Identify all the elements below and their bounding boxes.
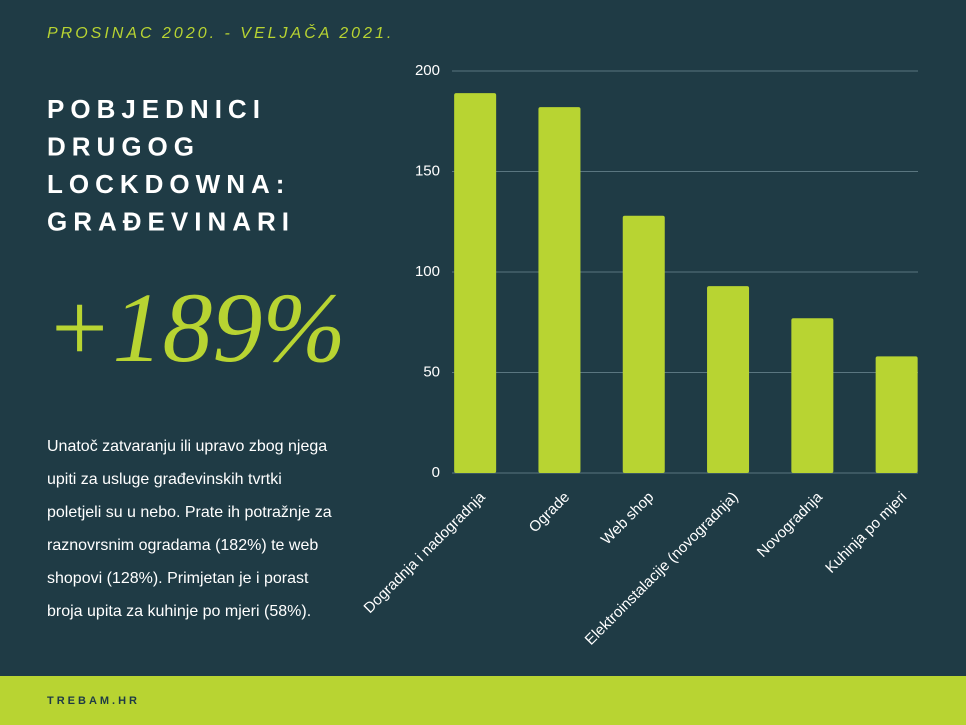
y-tick-label: 200 xyxy=(415,62,440,79)
date-range: PROSINAC 2020. - VELJAČA 2021. xyxy=(47,23,394,42)
body-line: broja upita za kuhinje po mjeri (58%). xyxy=(47,603,311,620)
y-tick-label: 100 xyxy=(415,263,440,280)
bar xyxy=(875,356,918,473)
footer-band xyxy=(0,676,966,725)
headline: POBJEDNICI DRUGOG LOCKDOWNA: GRAĐEVINARI xyxy=(47,94,295,237)
body-line: Unatoč zatvaranju ili upravo zbog njega xyxy=(47,438,327,455)
body-line: raznovrsnim ogradama (182%) te web xyxy=(47,537,318,554)
bar xyxy=(791,318,834,473)
headline-line: LOCKDOWNA: xyxy=(47,169,290,199)
footer-text: TREBAM.HR xyxy=(47,695,140,707)
bar xyxy=(538,107,581,474)
big-stat: +189% xyxy=(45,272,346,383)
headline-line: DRUGOG xyxy=(47,131,200,161)
body-line: shopovi (128%). Primjetan je i porast xyxy=(47,570,309,587)
headline-line: GRAĐEVINARI xyxy=(47,206,295,236)
bar xyxy=(707,286,750,473)
y-tick-label: 0 xyxy=(432,464,440,481)
bar xyxy=(622,215,665,473)
headline-line: POBJEDNICI xyxy=(47,94,266,124)
body-line: poletjeli su u nebo. Prate ih potražnje … xyxy=(47,504,332,521)
y-tick-label: 50 xyxy=(423,363,440,380)
body-line: upiti za usluge građevinskih tvrtki xyxy=(47,471,282,488)
bar xyxy=(454,93,497,474)
y-tick-label: 150 xyxy=(415,162,440,179)
body-text: Unatoč zatvaranju ili upravo zbog njega u… xyxy=(47,438,332,620)
